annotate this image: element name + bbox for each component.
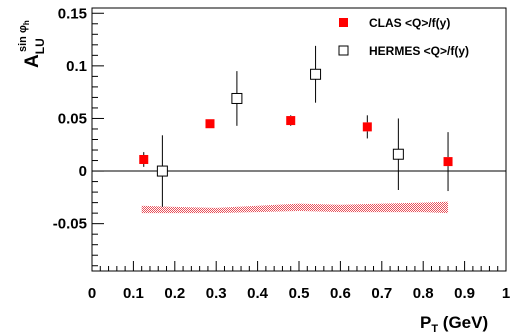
x-tick-label: 0 [88,285,96,302]
clas-point [205,119,215,129]
axis-ticks [91,12,507,271]
clas-point [443,157,453,167]
x-tick-label: 0.3 [206,285,227,302]
y-tick-label: 0 [79,163,87,180]
svg-text:sin φh: sin φh [17,20,31,52]
legend-marker-clas [339,18,348,27]
y-axis-title-sup: sin φ [17,25,29,52]
y-tick-label: -0.05 [53,216,87,233]
x-axis-title-main: P [420,313,431,332]
y-tick-label: 0.1 [66,58,87,75]
hermes-point [231,92,243,104]
legend: CLAS <Q>/f(y) HERMES <Q>/f(y) [338,16,469,58]
x-tick-label: 0.5 [289,285,310,302]
x-tick-label: 0.4 [247,285,269,302]
clas-point [286,116,296,126]
x-tick-label: 0.7 [371,285,392,302]
x-tick-label: 1 [502,285,510,302]
legend-label-hermes: HERMES <Q>/f(y) [369,44,469,58]
x-tick-label: 0.9 [454,285,475,302]
x-tick-label: 0.2 [164,285,185,302]
y-axis-title: ALU sin φh [17,20,47,68]
hermes-point [310,68,322,80]
legend-label-clas: CLAS <Q>/f(y) [369,16,450,30]
x-axis-title: PT (GeV) [420,313,488,335]
y-tick-labels: -0.05 0 0.05 0.1 0.15 [53,5,87,232]
clas-point [139,154,149,164]
y-tick-label: 0.15 [58,5,87,22]
systematic-band-layer [92,170,506,214]
data-points [139,45,453,207]
y-axis-title-supsub: h [22,20,31,25]
x-tick-label: 0.6 [330,285,351,302]
y-axis-title-sub: LU [33,38,47,54]
svg-text:ALU: ALU [22,38,47,68]
x-tick-labels: 0 0.1 0.2 0.3 0.4 0.5 0.6 0.7 0.8 0.9 1 [88,285,510,302]
y-tick-label: 0.05 [58,110,87,127]
x-axis-title-rest: (GeV) [438,313,488,332]
systematic-band [141,201,449,214]
x-tick-label: 0.1 [123,285,144,302]
x-axis-title-sub: T [431,323,438,335]
hermes-point [156,165,168,177]
hermes-point [392,148,404,160]
y-axis-title-main: A [22,54,43,68]
legend-marker-hermes [338,45,349,56]
clas-point [362,122,372,132]
x-tick-label: 0.8 [413,285,434,302]
